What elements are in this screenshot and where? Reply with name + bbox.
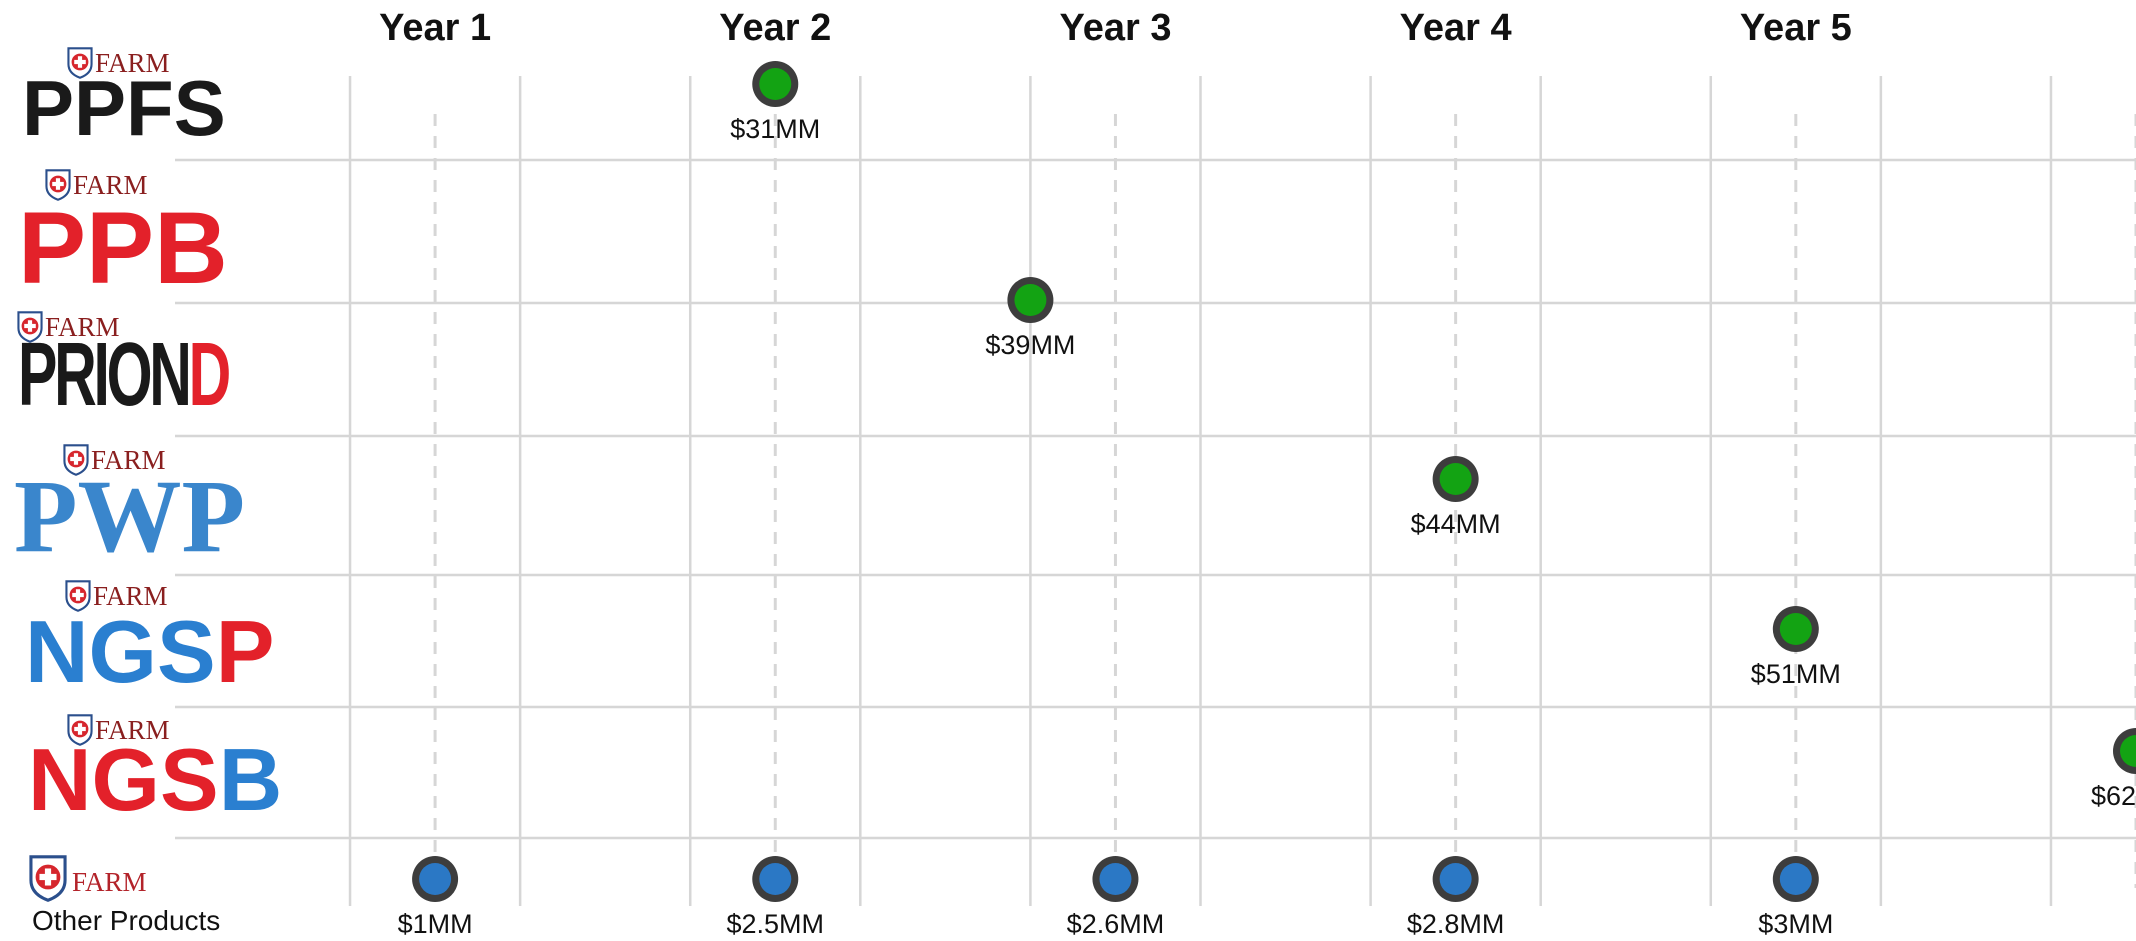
- farm-cross-icon: [67, 714, 93, 746]
- logo-other: FARM Other Products: [29, 855, 220, 936]
- marker-dot: [759, 68, 792, 100]
- data-point: $2.5MM: [726, 856, 824, 939]
- brand-text: FARM: [93, 581, 168, 611]
- brand-text: FARM: [95, 48, 170, 78]
- cross-horizontal: [74, 726, 86, 732]
- product-name-suffix: P: [216, 602, 275, 701]
- year-header: Year 4: [1400, 7, 1512, 49]
- cross-horizontal: [72, 592, 84, 598]
- data-point: $31MM: [730, 61, 820, 144]
- value-label: $44MM: [1411, 509, 1501, 539]
- cross-horizontal: [39, 873, 57, 881]
- product-name-suffix: D: [189, 325, 229, 426]
- value-label: $62MM: [2091, 781, 2136, 811]
- cross-horizontal: [24, 323, 36, 329]
- data-point: $51MM: [1751, 606, 1841, 689]
- value-label: $1MM: [398, 909, 473, 939]
- product-name: PWP: [14, 459, 245, 574]
- grid: [175, 76, 2136, 906]
- product-name: Other Products: [32, 905, 220, 936]
- data-point: $44MM: [1411, 456, 1501, 539]
- cross-horizontal: [52, 181, 64, 187]
- farm-cross-icon: [17, 311, 43, 343]
- brand-text: FARM: [45, 312, 120, 342]
- value-label: $39MM: [985, 330, 1075, 360]
- product-name-main: PRION: [18, 325, 189, 426]
- marker-dot: [1779, 863, 1812, 895]
- value-label: $31MM: [730, 114, 820, 144]
- product-name-main: NGS: [28, 730, 219, 829]
- value-label: $2.5MM: [726, 909, 824, 939]
- farm-cross-icon: [65, 580, 91, 612]
- product-name: NGSP: [25, 602, 274, 701]
- marker-dot: [1439, 863, 1472, 895]
- year-header: Year 5: [1740, 7, 1852, 49]
- product-name: PPB: [18, 191, 228, 305]
- data-point: $39MM: [985, 277, 1075, 360]
- farm-cross-icon: [63, 444, 89, 476]
- data-point: $2.6MM: [1067, 856, 1165, 939]
- year-header: Year 3: [1059, 7, 1171, 49]
- farm-cross-icon: [45, 169, 71, 201]
- year-headers: Year 1 Year 2 Year 3 Year 4 Year 5: [379, 7, 1852, 49]
- brand-text: FARM: [72, 867, 147, 897]
- marker-dot: [1014, 284, 1047, 316]
- product-logos: FARMPPFSFARMPPBFARMPRIONDFARMPWPFARMNGSP…: [14, 47, 282, 936]
- year-header: Year 2: [719, 7, 831, 49]
- product-name-main: PPB: [18, 191, 228, 305]
- brand-text: FARM: [91, 445, 166, 475]
- value-label: $51MM: [1751, 659, 1841, 689]
- brand-text: FARM: [73, 170, 148, 200]
- data-point: $3MM: [1758, 856, 1833, 939]
- brand-text: FARM: [95, 715, 170, 745]
- product-name-suffix: B: [219, 730, 283, 829]
- value-label: $2.8MM: [1407, 909, 1505, 939]
- data-point: $2.8MM: [1407, 856, 1505, 939]
- product-name-main: NGS: [25, 602, 216, 701]
- product-name: PPFS: [22, 64, 226, 152]
- farm-cross-icon: [67, 47, 93, 79]
- cross-horizontal: [70, 456, 82, 462]
- marker-dot: [1439, 463, 1472, 495]
- data-points: $31MM $39MM $44MM $51MM $62MM $1MM $2.5MM $2.6M…: [398, 61, 2136, 939]
- value-label: $2.6MM: [1067, 909, 1165, 939]
- product-name-main: PPFS: [22, 64, 226, 152]
- marker-dot: [1779, 613, 1812, 645]
- marker-dot: [419, 863, 452, 895]
- product-name: PRIOND: [18, 325, 229, 426]
- value-label: $3MM: [1758, 909, 1833, 939]
- data-point: $1MM: [398, 856, 473, 939]
- product-name-main: PWP: [14, 459, 245, 574]
- cross-horizontal: [74, 59, 86, 65]
- marker-dot: [2120, 735, 2136, 767]
- marker-dot: [1099, 863, 1132, 895]
- year-header: Year 1: [379, 7, 491, 49]
- marker-dot: [759, 863, 792, 895]
- product-name: NGSB: [28, 730, 282, 829]
- data-point: $62MM: [2091, 728, 2136, 811]
- farm-cross-icon: [29, 855, 67, 902]
